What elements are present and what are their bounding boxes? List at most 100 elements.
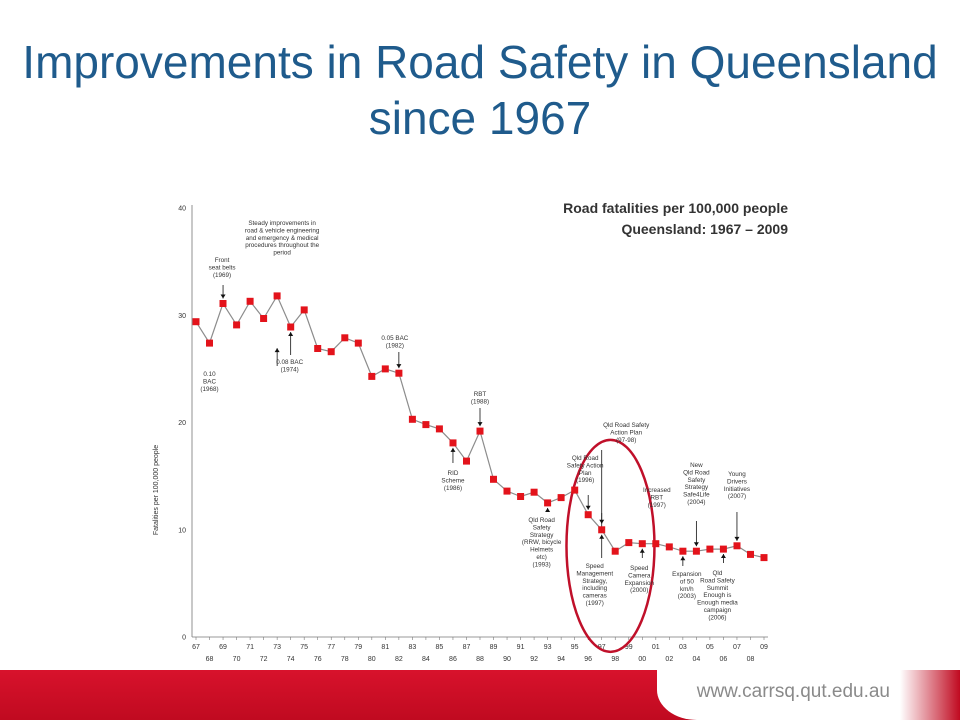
x-tick-label: 91 bbox=[517, 644, 525, 651]
x-tick-label: 92 bbox=[530, 656, 538, 663]
x-tick-label: 78 bbox=[341, 656, 349, 663]
annotation-text: (2006) bbox=[708, 614, 726, 621]
annotation-text: road & vehicle engineering bbox=[245, 227, 320, 234]
data-point bbox=[517, 493, 525, 500]
data-point bbox=[287, 323, 295, 331]
x-tick-label: 06 bbox=[720, 656, 728, 663]
annotation-text: period bbox=[273, 250, 291, 257]
data-point bbox=[557, 494, 565, 502]
x-tick-label: 84 bbox=[422, 656, 430, 663]
annotation-text: (1969) bbox=[213, 272, 231, 279]
data-point bbox=[273, 292, 281, 300]
data-point bbox=[638, 540, 646, 548]
data-point bbox=[665, 543, 673, 551]
annotation-arrowhead bbox=[220, 294, 226, 299]
annotation-text: Camera bbox=[628, 572, 651, 579]
data-point bbox=[760, 554, 768, 562]
annotation-text: (2004) bbox=[687, 499, 705, 506]
annotation-text: Summit bbox=[707, 585, 729, 592]
x-tick-label: 96 bbox=[584, 656, 592, 663]
annotation-text: (1988) bbox=[471, 398, 489, 405]
annotation-text: Steady improvements in bbox=[248, 220, 316, 227]
annotation-text: 0.10 bbox=[203, 371, 216, 378]
data-point bbox=[354, 339, 362, 347]
annotation-text: Strategy bbox=[685, 484, 709, 491]
data-point bbox=[652, 540, 660, 548]
annotation-text: Speed bbox=[630, 565, 649, 572]
data-point bbox=[233, 321, 241, 329]
x-tick-label: 08 bbox=[747, 656, 755, 663]
data-point bbox=[490, 475, 497, 483]
x-tick-label: 94 bbox=[557, 656, 565, 663]
annotation-text: (1986) bbox=[444, 485, 462, 492]
annotation-text: Qld Road bbox=[528, 517, 555, 524]
annotation-text: (2007) bbox=[728, 493, 746, 500]
y-tick-label: 40 bbox=[178, 206, 186, 213]
annotation-text: BAC bbox=[203, 378, 216, 385]
annotation-arrowhead bbox=[477, 422, 483, 427]
annotation-text: Young bbox=[728, 471, 746, 478]
annotation-text: and emergency & medical bbox=[246, 235, 319, 242]
data-point bbox=[449, 439, 457, 447]
x-tick-label: 83 bbox=[408, 644, 416, 651]
x-tick-label: 79 bbox=[354, 644, 362, 651]
data-point bbox=[679, 547, 687, 555]
data-point bbox=[368, 372, 376, 380]
annotation-text: Safety bbox=[687, 477, 706, 484]
x-tick-label: 02 bbox=[665, 656, 673, 663]
annotation-arrowhead bbox=[693, 542, 699, 547]
data-point bbox=[314, 345, 322, 352]
y-tick-label: 10 bbox=[178, 527, 186, 534]
annotation-text: Front bbox=[215, 257, 230, 264]
data-point bbox=[584, 511, 592, 519]
annotation-text: RID bbox=[448, 470, 459, 477]
x-tick-label: 86 bbox=[449, 656, 457, 663]
annotation-text: Safety Action bbox=[567, 462, 604, 469]
annotation-text: Safety bbox=[533, 524, 552, 531]
annotation-text: Scheme bbox=[441, 477, 465, 484]
annotation-text: Qld Road bbox=[683, 469, 710, 476]
x-tick-label: 93 bbox=[544, 644, 552, 651]
data-point bbox=[219, 300, 227, 307]
annotation-text: Management bbox=[576, 570, 613, 577]
annotation-text: Safe4Life bbox=[683, 492, 710, 499]
x-tick-label: 67 bbox=[192, 644, 200, 651]
annotation-text: procedures throughout the bbox=[245, 242, 319, 249]
annotation-text: (1996) bbox=[576, 477, 594, 484]
annotation-text: Drivers bbox=[727, 478, 747, 485]
y-axis-label: Fatalities per 100,000 people bbox=[153, 445, 160, 535]
data-point bbox=[246, 297, 254, 305]
annotation-text: New bbox=[690, 462, 703, 469]
annotation-text: (1982) bbox=[386, 342, 404, 349]
annotation-text: including bbox=[582, 585, 607, 592]
x-tick-label: 88 bbox=[476, 656, 484, 663]
data-point bbox=[544, 499, 552, 507]
y-tick-label: 30 bbox=[178, 313, 186, 320]
x-tick-label: 87 bbox=[463, 644, 471, 651]
annotation-text: (1993) bbox=[533, 561, 551, 568]
annotation-text: (2003) bbox=[678, 593, 696, 600]
annotation-arrowhead bbox=[720, 554, 726, 559]
data-point bbox=[260, 315, 268, 322]
data-point bbox=[435, 425, 443, 433]
data-point bbox=[476, 427, 484, 435]
chart-subtitle: Queensland: 1967 – 2009 bbox=[621, 221, 788, 237]
annotation-text: Enough media bbox=[697, 600, 738, 607]
annotation-arrowhead bbox=[585, 505, 591, 510]
footer-url[interactable]: www.carrsq.qut.edu.au bbox=[656, 670, 960, 720]
annotation-text: Strategy, bbox=[582, 578, 607, 585]
annotation-text: RBT bbox=[651, 494, 664, 501]
x-tick-label: 05 bbox=[706, 644, 714, 651]
data-point bbox=[733, 542, 741, 550]
data-point bbox=[706, 545, 714, 553]
annotation-text: RBT bbox=[474, 391, 487, 398]
x-tick-label: 98 bbox=[611, 656, 619, 663]
annotation-text: cameras bbox=[583, 593, 607, 600]
x-tick-label: 80 bbox=[368, 656, 376, 663]
data-point bbox=[422, 421, 430, 429]
annotation: 0.05 BAC(1982) bbox=[381, 335, 409, 369]
